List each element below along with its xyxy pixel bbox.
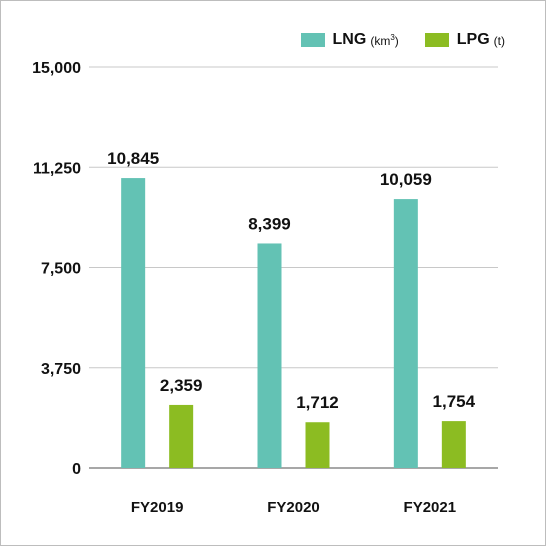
bar-lpg — [305, 422, 330, 468]
legend-swatch-lng — [300, 33, 325, 47]
bar-lpg — [441, 421, 466, 468]
legend-unit-lpg: (t) — [493, 33, 505, 48]
x-tick-label: FY2021 — [404, 499, 457, 516]
y-tick-label: 7,500 — [41, 261, 81, 278]
legend-item-lng: LNG (km3) — [300, 31, 399, 49]
data-label: 1,754 — [433, 392, 476, 411]
legend-label-lng: LNG — [332, 31, 367, 48]
bar-lng — [121, 178, 146, 468]
bar-lng — [393, 199, 418, 468]
y-tick-label: 0 — [72, 461, 81, 478]
data-label: 2,359 — [160, 376, 203, 395]
data-label: 8,399 — [248, 214, 291, 233]
legend: LNG (km3) LPG (t) — [275, 31, 505, 49]
legend-item-lpg: LPG (t) — [424, 31, 505, 49]
data-label: 10,845 — [107, 149, 159, 168]
x-tick-label: FY2019 — [131, 499, 184, 516]
bar-lng — [257, 243, 282, 468]
data-label: 1,712 — [296, 393, 339, 412]
y-tick-label: 11,250 — [33, 160, 81, 177]
data-label: 10,059 — [380, 170, 432, 189]
bar-lpg — [169, 404, 194, 468]
legend-unit-lng: (km3) — [370, 32, 399, 48]
y-tick-label: 3,750 — [41, 361, 81, 378]
y-tick-label: 15,000 — [32, 60, 81, 77]
x-tick-label: FY2020 — [267, 499, 320, 516]
legend-label-lpg: LPG — [456, 31, 490, 48]
legend-swatch-lpg — [424, 33, 449, 47]
